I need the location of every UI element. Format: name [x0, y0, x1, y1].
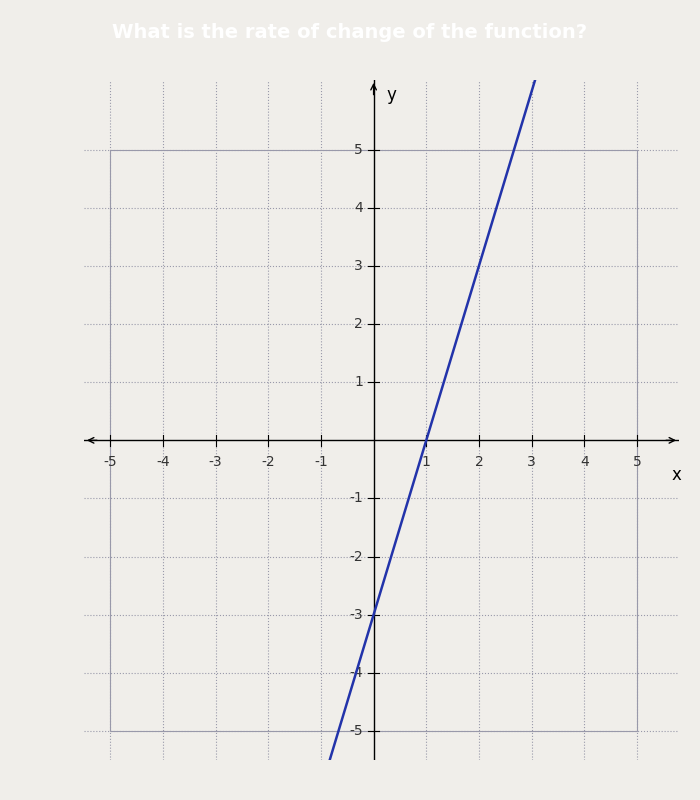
Text: 3: 3: [354, 259, 363, 273]
Text: y: y: [387, 86, 397, 104]
Text: -2: -2: [262, 455, 275, 469]
Text: 1: 1: [422, 455, 430, 469]
Text: 3: 3: [527, 455, 536, 469]
Text: -5: -5: [104, 455, 117, 469]
Text: 4: 4: [580, 455, 589, 469]
Text: -4: -4: [156, 455, 170, 469]
Text: -5: -5: [349, 724, 363, 738]
Text: 5: 5: [354, 142, 363, 157]
Text: -4: -4: [349, 666, 363, 680]
Text: 5: 5: [633, 455, 641, 469]
Text: -3: -3: [209, 455, 223, 469]
Text: 1: 1: [354, 375, 363, 390]
Text: 2: 2: [354, 317, 363, 331]
Text: -2: -2: [349, 550, 363, 563]
Text: -1: -1: [349, 491, 363, 506]
Text: 4: 4: [354, 201, 363, 215]
Bar: [111, 150, 637, 731]
Text: x: x: [671, 466, 681, 485]
Text: What is the rate of change of the function?: What is the rate of change of the functi…: [113, 22, 587, 42]
Text: -3: -3: [349, 608, 363, 622]
Text: 2: 2: [475, 455, 483, 469]
Text: -1: -1: [314, 455, 328, 469]
